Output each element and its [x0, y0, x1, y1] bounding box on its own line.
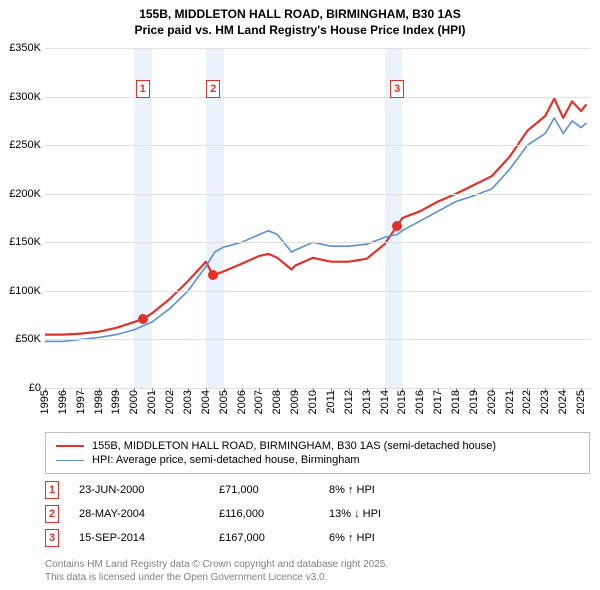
event-index-box: 3 — [45, 529, 59, 547]
x-tick-label: 2019 — [468, 390, 480, 414]
x-tick-label: 1998 — [93, 390, 105, 414]
x-tick-label: 2005 — [218, 390, 230, 414]
price-marker — [392, 221, 402, 231]
event-delta: 13% ↓ HPI — [329, 508, 381, 520]
attribution: Contains HM Land Registry data © Crown c… — [45, 558, 388, 584]
event-price: £167,000 — [219, 532, 309, 544]
series-property — [45, 99, 586, 335]
series-hpi — [45, 118, 586, 342]
attribution-line-1: Contains HM Land Registry data © Crown c… — [45, 558, 388, 571]
event-date: 23-JUN-2000 — [79, 484, 199, 496]
x-tick-label: 1995 — [39, 390, 51, 414]
x-tick-label: 2013 — [361, 390, 373, 414]
callout-box: 2 — [206, 80, 220, 98]
x-tick-label: 2016 — [414, 390, 426, 414]
x-tick-label: 2000 — [128, 390, 140, 414]
chart-title: 155B, MIDDLETON HALL ROAD, BIRMINGHAM, B… — [0, 0, 600, 38]
legend-item-property: 155B, MIDDLETON HALL ROAD, BIRMINGHAM, B… — [56, 439, 579, 453]
legend-label: 155B, MIDDLETON HALL ROAD, BIRMINGHAM, B… — [92, 440, 496, 452]
chart-container: 155B, MIDDLETON HALL ROAD, BIRMINGHAM, B… — [0, 0, 600, 590]
line-plot-svg — [45, 48, 590, 388]
legend-swatch — [56, 445, 84, 447]
x-tick-label: 2017 — [432, 390, 444, 414]
legend: 155B, MIDDLETON HALL ROAD, BIRMINGHAM, B… — [45, 432, 590, 474]
event-date: 28-MAY-2004 — [79, 508, 199, 520]
y-tick-label: £250K — [9, 139, 41, 151]
event-index-box: 2 — [45, 505, 59, 523]
x-tick-label: 2009 — [289, 390, 301, 414]
legend-swatch — [56, 460, 84, 461]
x-tick-label: 2003 — [182, 390, 194, 414]
y-tick-label: £200K — [9, 188, 41, 200]
y-tick-label: £100K — [9, 285, 41, 297]
x-axis-labels: 1995199619971998199920002001200220032004… — [45, 390, 590, 430]
event-price: £116,000 — [219, 508, 309, 520]
event-date: 15-SEP-2014 — [79, 532, 199, 544]
legend-label: HPI: Average price, semi-detached house,… — [92, 454, 360, 466]
x-tick-label: 2024 — [557, 390, 569, 414]
x-tick-label: 2018 — [450, 390, 462, 414]
x-tick-label: 2012 — [343, 390, 355, 414]
x-tick-label: 2023 — [539, 390, 551, 414]
event-row: 3 15-SEP-2014 £167,000 6% ↑ HPI — [45, 526, 590, 550]
title-line-1: 155B, MIDDLETON HALL ROAD, BIRMINGHAM, B… — [0, 6, 600, 22]
y-tick-label: £350K — [9, 42, 41, 54]
x-tick-label: 1999 — [110, 390, 122, 414]
x-tick-label: 2015 — [396, 390, 408, 414]
event-row: 1 23-JUN-2000 £71,000 8% ↑ HPI — [45, 478, 590, 502]
y-tick-label: £300K — [9, 91, 41, 103]
event-list: 1 23-JUN-2000 £71,000 8% ↑ HPI 2 28-MAY-2004 £… — [45, 478, 590, 550]
x-tick-label: 1996 — [57, 390, 69, 414]
x-tick-label: 2007 — [253, 390, 265, 414]
y-tick-label: £50K — [15, 333, 41, 345]
x-tick-label: 2011 — [325, 390, 337, 414]
title-line-2: Price paid vs. HM Land Registry's House … — [0, 22, 600, 38]
x-tick-label: 2021 — [504, 390, 516, 414]
event-index-box: 1 — [45, 481, 59, 499]
event-delta: 6% ↑ HPI — [329, 532, 375, 544]
callout-box: 3 — [390, 80, 404, 98]
x-tick-label: 2001 — [146, 390, 158, 414]
attribution-line-2: This data is licensed under the Open Gov… — [45, 571, 388, 584]
legend-item-hpi: HPI: Average price, semi-detached house,… — [56, 453, 579, 467]
x-tick-label: 2010 — [307, 390, 319, 414]
x-tick-label: 2008 — [271, 390, 283, 414]
price-marker — [208, 270, 218, 280]
event-delta: 8% ↑ HPI — [329, 484, 375, 496]
x-tick-label: 1997 — [75, 390, 87, 414]
x-tick-label: 2014 — [379, 390, 391, 414]
callout-box: 1 — [136, 80, 150, 98]
x-tick-label: 2020 — [486, 390, 498, 414]
price-marker — [138, 314, 148, 324]
event-row: 2 28-MAY-2004 £116,000 13% ↓ HPI — [45, 502, 590, 526]
x-tick-label: 2022 — [521, 390, 533, 414]
plot-area: £0£50K£100K£150K£200K£250K£300K£350K123 — [45, 48, 590, 388]
x-tick-label: 2025 — [575, 390, 587, 414]
x-tick-label: 2004 — [200, 390, 212, 414]
x-tick-label: 2002 — [164, 390, 176, 414]
y-tick-label: £150K — [9, 236, 41, 248]
x-tick-label: 2006 — [236, 390, 248, 414]
event-price: £71,000 — [219, 484, 309, 496]
